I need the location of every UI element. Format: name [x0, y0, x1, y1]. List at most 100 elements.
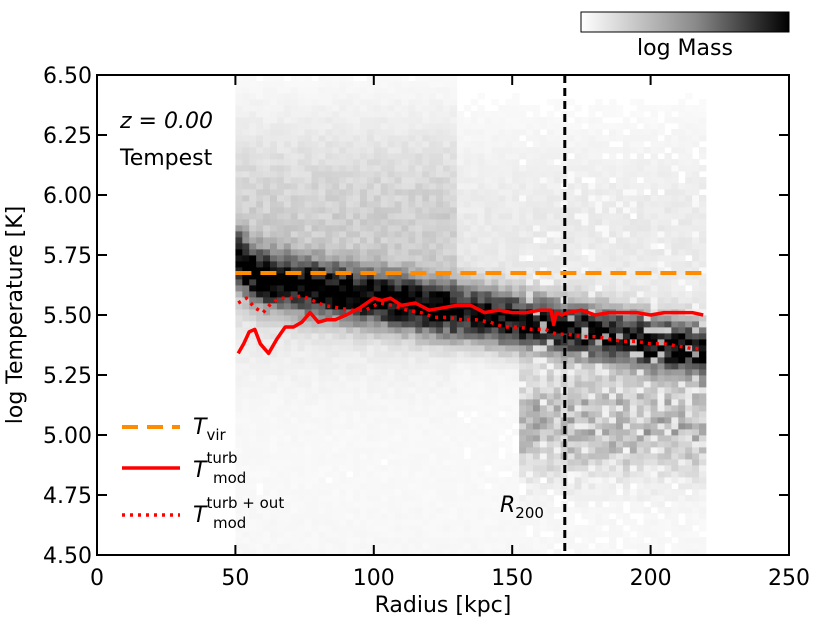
histogram-cell	[526, 219, 534, 226]
histogram-cell	[574, 375, 582, 382]
histogram-cell	[283, 525, 292, 532]
histogram-cell	[436, 93, 444, 100]
histogram-cell	[373, 345, 382, 352]
histogram-cell	[491, 123, 499, 130]
histogram-cell	[629, 537, 638, 544]
histogram-cell	[415, 417, 423, 424]
histogram-cell	[318, 285, 326, 292]
histogram-cell	[512, 387, 520, 394]
histogram-cell	[491, 99, 499, 106]
histogram-cell	[332, 333, 340, 340]
histogram-cell	[415, 393, 423, 400]
histogram-cell	[263, 117, 271, 124]
histogram-cell	[311, 471, 319, 478]
histogram-cell	[353, 507, 361, 514]
histogram-cell	[539, 417, 548, 424]
histogram-cell	[470, 255, 478, 262]
histogram-cell	[373, 351, 382, 358]
histogram-cell	[505, 393, 513, 400]
histogram-cell	[276, 345, 285, 352]
histogram-cell	[595, 357, 603, 364]
histogram-cell	[539, 117, 548, 124]
histogram-cell	[602, 477, 610, 484]
histogram-cell	[276, 495, 285, 502]
histogram-cell	[609, 297, 617, 304]
histogram-cell	[249, 159, 257, 166]
histogram-cell	[539, 489, 548, 496]
histogram-cell	[629, 141, 638, 148]
histogram-cell	[546, 369, 555, 376]
histogram-cell	[270, 249, 278, 256]
histogram-cell	[242, 543, 250, 550]
histogram-cell	[581, 291, 589, 298]
histogram-cell	[498, 315, 506, 322]
histogram-cell	[373, 279, 382, 286]
histogram-cell	[270, 483, 278, 490]
histogram-cell	[311, 255, 319, 262]
histogram-cell	[249, 135, 257, 142]
histogram-cell	[353, 459, 361, 466]
histogram-cell	[491, 345, 499, 352]
histogram-cell	[394, 363, 402, 370]
histogram-cell	[290, 237, 299, 244]
histogram-cell	[484, 153, 492, 160]
histogram-cell	[387, 135, 395, 142]
histogram-cell	[270, 309, 278, 316]
histogram-cell	[373, 135, 382, 142]
histogram-cell	[297, 465, 305, 472]
histogram-cell	[463, 459, 472, 466]
histogram-cell	[276, 261, 285, 268]
histogram-cell	[436, 351, 444, 358]
histogram-cell	[643, 327, 651, 334]
histogram-cell	[519, 399, 527, 406]
histogram-cell	[567, 363, 575, 370]
histogram-cell	[685, 189, 693, 196]
histogram-cell	[339, 291, 347, 298]
histogram-cell	[574, 363, 582, 370]
histogram-cell	[685, 135, 693, 142]
histogram-cell	[256, 165, 264, 172]
histogram-cell	[491, 453, 499, 460]
histogram-cell	[512, 297, 520, 304]
histogram-cell	[242, 261, 250, 268]
histogram-cell	[373, 105, 382, 112]
histogram-cell	[609, 393, 617, 400]
histogram-cell	[491, 291, 499, 298]
histogram-cell	[609, 327, 617, 334]
histogram-cell	[276, 519, 285, 526]
histogram-cell	[470, 423, 478, 430]
histogram-cell	[415, 537, 423, 544]
histogram-cell	[671, 411, 679, 418]
histogram-cell	[359, 339, 368, 346]
histogram-cell	[263, 243, 271, 250]
histogram-cell	[519, 165, 527, 172]
histogram-cell	[401, 507, 409, 514]
histogram-cell	[657, 195, 665, 202]
histogram-cell	[456, 345, 465, 352]
histogram-cell	[443, 237, 451, 244]
histogram-cell	[567, 399, 575, 406]
histogram-cell	[297, 477, 305, 484]
histogram-cell	[339, 471, 347, 478]
histogram-cell	[443, 495, 451, 502]
histogram-cell	[415, 99, 423, 106]
histogram-cell	[491, 483, 499, 490]
histogram-cell	[318, 273, 326, 280]
histogram-cell	[276, 489, 285, 496]
histogram-cell	[249, 375, 257, 382]
histogram-cell	[359, 345, 368, 352]
histogram-cell	[373, 129, 382, 136]
histogram-cell	[408, 459, 416, 466]
histogram-cell	[276, 363, 285, 370]
histogram-cell	[256, 315, 264, 322]
histogram-cell	[609, 495, 617, 502]
histogram-cell	[616, 393, 624, 400]
histogram-cell	[588, 255, 596, 262]
histogram-cell	[339, 177, 347, 184]
histogram-cell	[270, 315, 278, 322]
histogram-cell	[256, 525, 264, 532]
histogram-cell	[304, 111, 312, 118]
histogram-cell	[622, 459, 631, 466]
histogram-cell	[664, 363, 672, 370]
histogram-cell	[491, 489, 499, 496]
